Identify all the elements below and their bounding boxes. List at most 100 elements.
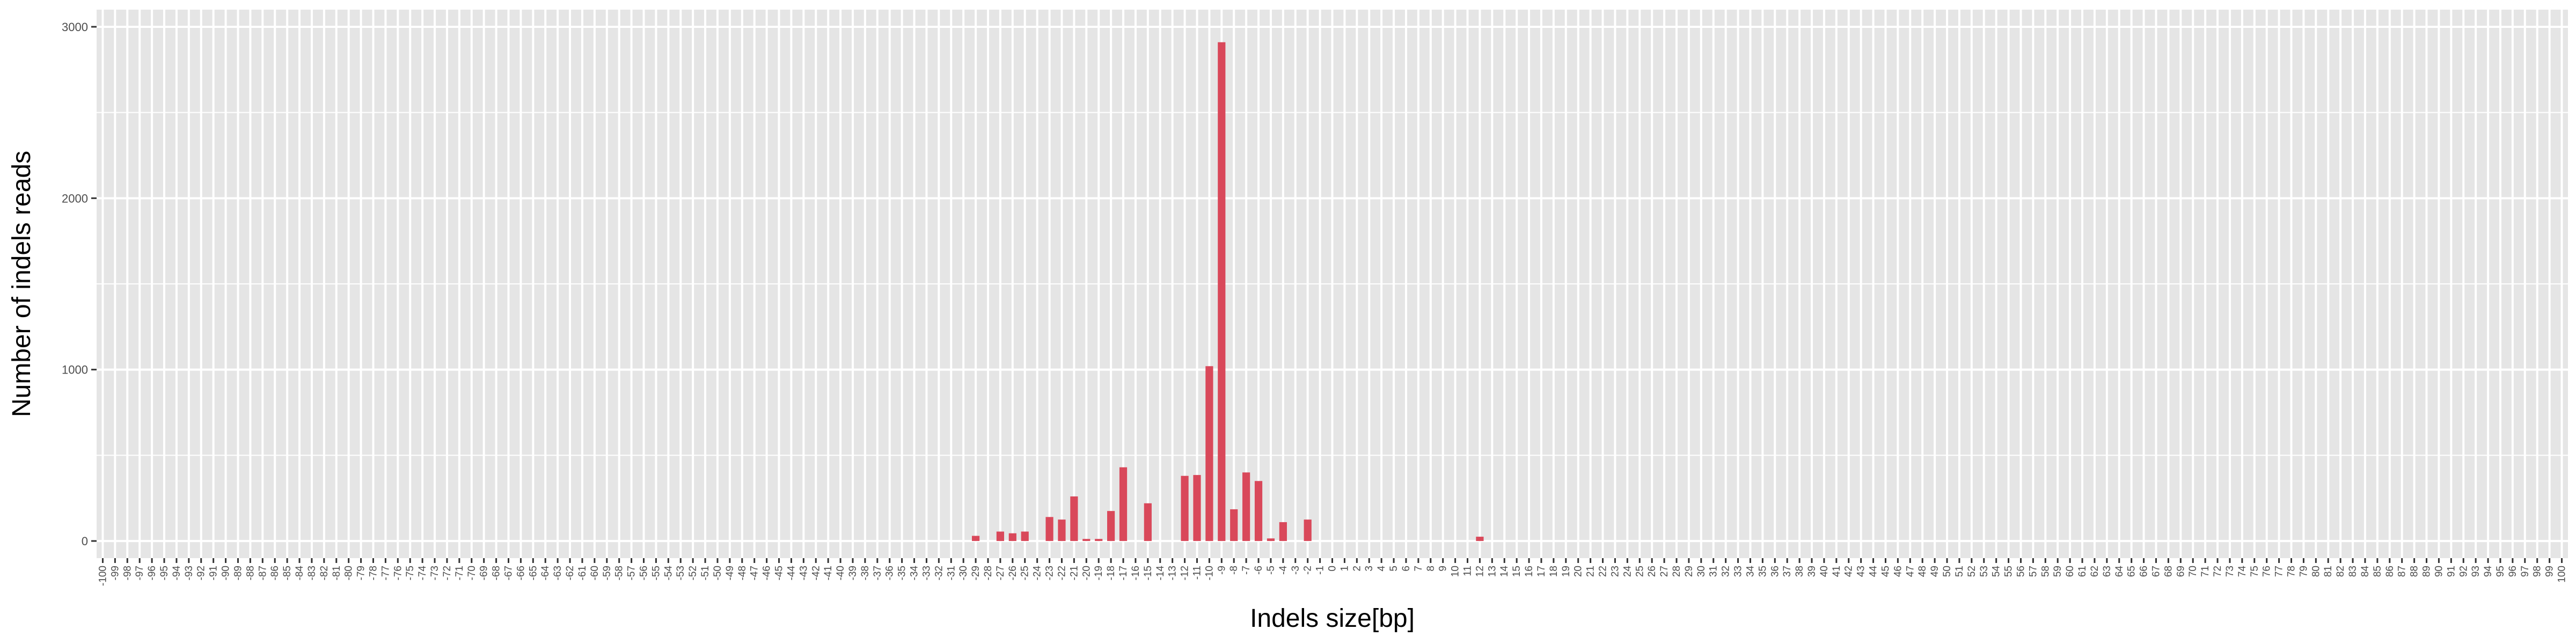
x-tick-label: 19 <box>1561 566 1572 577</box>
x-tick-label: 37 <box>1782 566 1793 577</box>
x-tick-label: -96 <box>147 566 158 580</box>
x-tick-label: 18 <box>1548 566 1560 577</box>
x-tick-label: -53 <box>675 566 686 580</box>
x-tick-label: -37 <box>872 566 883 580</box>
x-tick-label: -85 <box>282 566 293 580</box>
x-tick-label: -76 <box>392 566 404 580</box>
x-tick-label: 58 <box>2040 566 2051 577</box>
x-tick-label: -54 <box>663 566 674 581</box>
x-tick-label: -16 <box>1130 566 1141 580</box>
x-tick-label: 54 <box>1991 566 2002 577</box>
x-tick-label: -88 <box>245 566 256 580</box>
x-tick-label: 48 <box>1917 566 1928 577</box>
x-axis-title: Indels size[bp] <box>1250 604 1415 633</box>
x-tick-label: -11 <box>1191 566 1203 580</box>
x-tick-label: 70 <box>2187 566 2199 577</box>
x-tick-label: 28 <box>1671 566 1682 577</box>
x-tick-label: 22 <box>1598 566 1609 577</box>
x-tick-label: 86 <box>2384 566 2396 577</box>
x-tick-label: 15 <box>1511 566 1523 577</box>
x-tick-label: -66 <box>515 566 526 580</box>
x-tick-label: 95 <box>2495 566 2506 577</box>
bars <box>971 42 1484 541</box>
x-tick-label: -23 <box>1044 566 1056 580</box>
x-tick-label: -35 <box>897 566 908 580</box>
x-tick-label: 92 <box>2458 566 2469 577</box>
x-tick-label: 24 <box>1622 566 1633 577</box>
x-tick-label: -2 <box>1302 566 1314 575</box>
x-tick-label: -40 <box>835 566 846 580</box>
x-tick-label: 23 <box>1609 566 1621 577</box>
x-tick-label: -33 <box>921 566 932 580</box>
x-tick-label: -12 <box>1180 566 1191 580</box>
y-axis-title: Number of indels reads <box>8 151 36 417</box>
x-tick-label: -13 <box>1167 566 1179 580</box>
x-tick-label: 88 <box>2409 566 2420 577</box>
x-tick-label: -50 <box>712 566 723 580</box>
x-tick-label: -48 <box>737 566 748 580</box>
y-tick-label: 3000 <box>62 20 88 34</box>
x-tick-label: -69 <box>479 566 490 580</box>
x-tick-label: 78 <box>2286 566 2297 577</box>
x-tick-label: -92 <box>196 566 207 580</box>
bar <box>1218 42 1226 541</box>
x-tick-label: 97 <box>2520 566 2531 577</box>
x-tick-label: 65 <box>2126 566 2138 577</box>
x-tick-label: 52 <box>1966 566 1978 577</box>
x-tick-label: 6 <box>1401 566 1412 572</box>
x-tick-label: -49 <box>724 566 736 580</box>
x-tick-label: 61 <box>2077 566 2088 577</box>
bar <box>1008 533 1016 541</box>
x-tick-label: 59 <box>2052 566 2063 577</box>
x-tick-label: 68 <box>2163 566 2174 577</box>
x-tick-label: 32 <box>1721 566 1732 577</box>
x-tick-label: 76 <box>2262 566 2273 577</box>
bar <box>1267 538 1275 541</box>
x-tick-label: 3 <box>1364 566 1375 572</box>
x-tick-label: 7 <box>1413 566 1424 572</box>
bar <box>1181 475 1189 541</box>
bar <box>1144 503 1152 541</box>
x-tick-label: 45 <box>1880 566 1891 577</box>
x-tick-label: -71 <box>454 566 465 580</box>
bar <box>1304 519 1312 541</box>
bar <box>1045 517 1053 541</box>
major-gridlines <box>97 10 2568 558</box>
x-tick-label: 75 <box>2249 566 2260 577</box>
x-tick-label: -78 <box>368 566 379 580</box>
x-tick-label: -60 <box>589 566 601 580</box>
x-tick-label: -99 <box>109 566 121 580</box>
x-tick-label: -36 <box>884 566 896 580</box>
x-tick-label: -63 <box>552 566 564 580</box>
x-tick-label: 1 <box>1339 566 1350 572</box>
x-tick-label: -8 <box>1228 566 1240 575</box>
x-tick-label: -15 <box>1143 566 1154 580</box>
x-tick-label: -97 <box>134 566 145 580</box>
x-tick-label: 4 <box>1376 566 1387 572</box>
x-tick-label: 77 <box>2274 566 2285 577</box>
x-tick-label: 84 <box>2360 566 2371 577</box>
x-tick-label: 10 <box>1450 566 1461 577</box>
x-tick-label: -24 <box>1032 566 1043 581</box>
x-tick-label: -17 <box>1118 566 1129 580</box>
x-tick-label: 53 <box>1979 566 1990 577</box>
bar <box>1082 539 1091 541</box>
x-tick-label: 9 <box>1438 566 1449 572</box>
x-tick-label: 17 <box>1536 566 1547 577</box>
x-tick-label: 36 <box>1769 566 1781 577</box>
x-tick-label: 50 <box>1942 566 1953 577</box>
x-tick-label: -42 <box>810 566 822 580</box>
x-tick-label: -89 <box>232 566 244 580</box>
x-tick-label: -79 <box>356 566 367 580</box>
x-tick-label: -59 <box>602 566 613 580</box>
x-tick-label: -27 <box>995 566 1006 580</box>
x-tick-label: -26 <box>1007 566 1019 580</box>
x-tick-label: -41 <box>823 566 834 580</box>
x-tick-label: -74 <box>417 566 428 581</box>
x-tick-label: -44 <box>786 566 797 581</box>
x-tick-label: 25 <box>1634 566 1645 577</box>
x-tick-label: -43 <box>798 566 809 580</box>
x-tick-label: -90 <box>221 566 232 580</box>
x-tick-label: 38 <box>1794 566 1805 577</box>
